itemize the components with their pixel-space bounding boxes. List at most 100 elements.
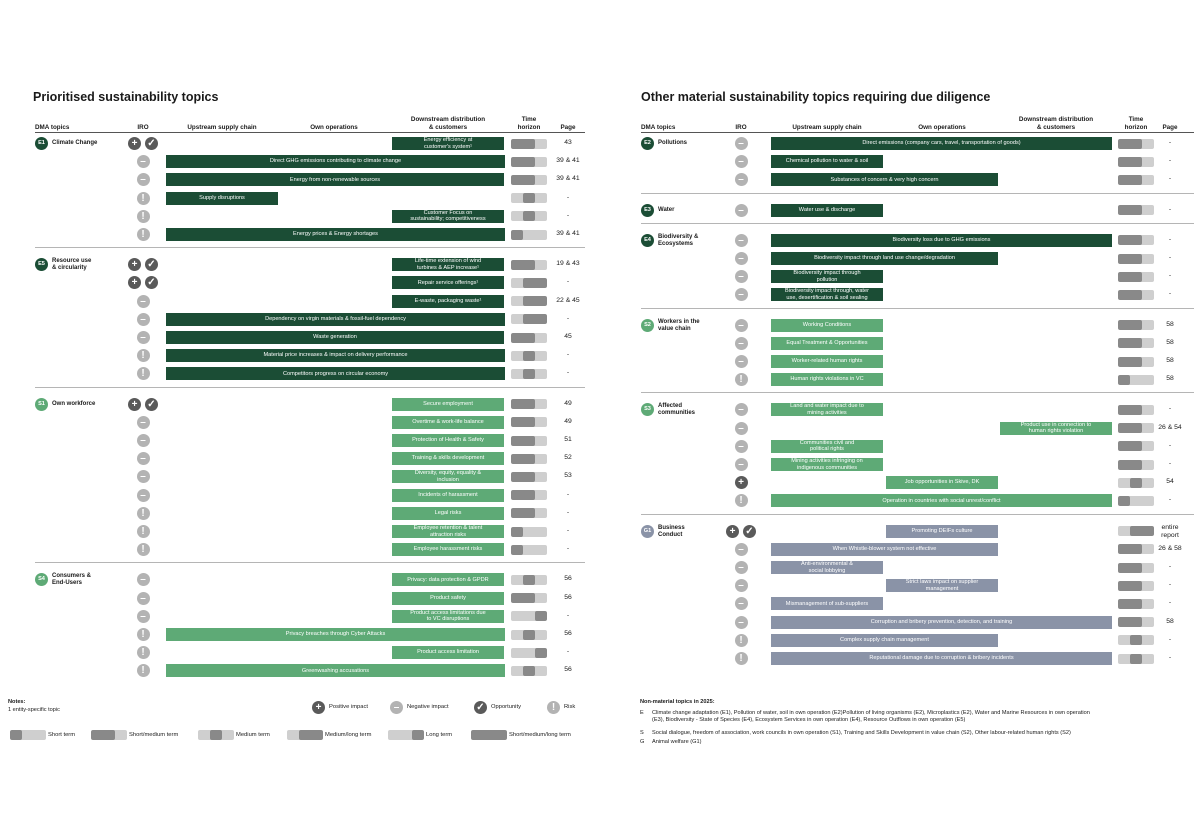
section-name: Pollutions	[658, 140, 687, 146]
time-horizon-indicator	[511, 544, 547, 555]
time-horizon-segment	[523, 211, 535, 222]
topic-bar: Employee retention & talent attraction ri…	[392, 525, 504, 538]
topic-bar: Legal risks	[392, 506, 504, 520]
page-reference: -	[1168, 254, 1172, 261]
negative-impact-icon: –	[734, 155, 748, 169]
topic-label: Overtime & work-life balance	[412, 419, 484, 426]
negative-impact-icon: –	[734, 597, 748, 611]
header-own-operations: Own operations	[310, 124, 358, 131]
topic-label: Complex supply chain management	[840, 637, 929, 644]
topic-bar-text: Greenwashing accusations	[302, 668, 369, 674]
time-horizon-segment	[210, 730, 222, 740]
legend-icon-label: Opportunity	[491, 704, 521, 710]
topic-bar: Life-time extension of wind turbines & AE…	[392, 258, 504, 272]
topic-label: Equal Treatment & Opportunities	[786, 340, 868, 347]
topic-label: Reputational damage due to corruption & …	[869, 655, 1014, 662]
topic-label: Training & skills development	[411, 455, 485, 462]
legend-time-horizon	[471, 730, 507, 740]
risk-icon: !	[734, 373, 748, 387]
time-horizon-indicator	[511, 350, 547, 361]
topic-label: Biodiversity loss due to GHG emissions	[892, 237, 991, 244]
time-horizon-segment	[511, 435, 535, 446]
topic-label: Land and water impact due to	[790, 403, 864, 410]
topic-bar-text: Direct GHG emissions contributing to cli…	[270, 158, 401, 164]
section-divider	[641, 222, 1194, 224]
header-iro: IRO	[137, 124, 149, 131]
time-horizon-indicator	[511, 471, 547, 482]
time-horizon-segment	[1118, 441, 1142, 452]
time-horizon-indicator	[511, 435, 547, 446]
page-reference: -	[566, 490, 570, 498]
section-name: value chain	[658, 325, 691, 332]
time-horizon-segment	[511, 544, 523, 555]
time-horizon-segment	[1130, 635, 1142, 646]
topic-bar-text: Material price increases & impact on del…	[264, 352, 408, 358]
topic-bar-text: Biodiversity impact through, water use, d…	[785, 288, 869, 301]
time-horizon-indicator	[1118, 477, 1154, 488]
topic-bar: Overtime & work-life balance	[392, 415, 504, 429]
time-horizon-segment	[1118, 138, 1142, 149]
topic-bar: Energy prices & Energy shortages	[166, 228, 505, 241]
footnote-title: Non-material topics in 2025:	[640, 699, 715, 705]
time-horizon-segment	[523, 193, 535, 204]
topic-label: political rights	[810, 446, 844, 453]
time-horizon-indicator	[1118, 598, 1154, 609]
page-reference: -	[1168, 599, 1172, 607]
time-horizon-segment	[523, 629, 535, 640]
topic-label: Customer Focus on	[423, 209, 473, 216]
topic-label: Dependency on virgin materials & fossil-…	[265, 316, 406, 323]
topic-label: E-waste, packaging waste¹	[414, 297, 482, 304]
time-horizon-segment	[1118, 235, 1142, 246]
time-horizon-indicator	[1118, 235, 1154, 246]
header-page: Page	[560, 124, 576, 131]
time-horizon-indicator	[1118, 374, 1154, 385]
time-horizon-indicator	[511, 574, 547, 585]
topic-label: Direct emissions (company cars, travel, …	[862, 140, 1021, 147]
topic-bar-text: Working Conditions	[803, 322, 851, 328]
negative-impact-icon: –	[136, 331, 150, 344]
topic-bar-text: Privacy: data protection & GPDR	[407, 577, 488, 583]
negative-impact-icon: –	[734, 403, 748, 417]
time-horizon-segment	[1118, 423, 1142, 434]
section-badge: E2	[641, 137, 654, 150]
section-name: Biodiversity &	[658, 233, 699, 240]
topic-label: Strict laws impact on supplier	[905, 579, 979, 586]
risk-icon: !	[734, 652, 748, 665]
page-reference: -	[1168, 496, 1172, 504]
legend-icon-label: Positive impact	[329, 704, 368, 710]
topic-bar: Anti-environmental & social lobbying	[771, 561, 883, 574]
footnote-code: E	[640, 710, 644, 716]
time-horizon-indicator	[1118, 653, 1154, 664]
time-horizon-indicator	[1118, 320, 1154, 331]
time-horizon-segment	[523, 665, 535, 676]
footnote-text: Animal welfare (G1)	[652, 739, 702, 745]
time-horizon-indicator	[511, 526, 547, 537]
topic-bar: Protection of Health & Safety	[392, 434, 504, 447]
topic-bar: Complex supply chain management	[771, 633, 998, 647]
page-reference: 49	[564, 399, 572, 407]
topic-label: Secure employment	[423, 400, 473, 407]
time-horizon-segment	[1130, 526, 1154, 537]
time-horizon-segment	[412, 730, 424, 740]
time-horizon-indicator	[1118, 174, 1154, 185]
header-downstream-line1: Downstream distribution	[1018, 116, 1094, 123]
topic-bar-text: Employee harassment risks	[414, 546, 483, 552]
time-horizon-segment	[511, 156, 535, 167]
topic-bar: Working Conditions	[771, 318, 883, 332]
time-horizon-segment	[1118, 205, 1142, 216]
topic-bar: Material price increases & impact on del…	[166, 349, 505, 363]
negative-impact-icon: –	[734, 203, 748, 217]
topic-bar: Land and water impact due to mining activ…	[771, 403, 883, 417]
topic-bar: Biodiversity impact through pollution	[771, 270, 883, 284]
page-reference: 26 & 54	[1158, 423, 1182, 431]
time-horizon-segment	[511, 332, 535, 343]
section-divider	[35, 386, 585, 388]
risk-icon: !	[734, 494, 748, 508]
negative-impact-icon: –	[734, 318, 748, 332]
negative-impact-icon: –	[136, 488, 150, 502]
header-time-line1: Time	[1128, 116, 1144, 123]
section-divider	[35, 247, 585, 249]
time-horizon-segment	[471, 730, 507, 740]
negative-impact-icon: –	[734, 615, 748, 629]
time-horizon-segment	[511, 526, 523, 537]
